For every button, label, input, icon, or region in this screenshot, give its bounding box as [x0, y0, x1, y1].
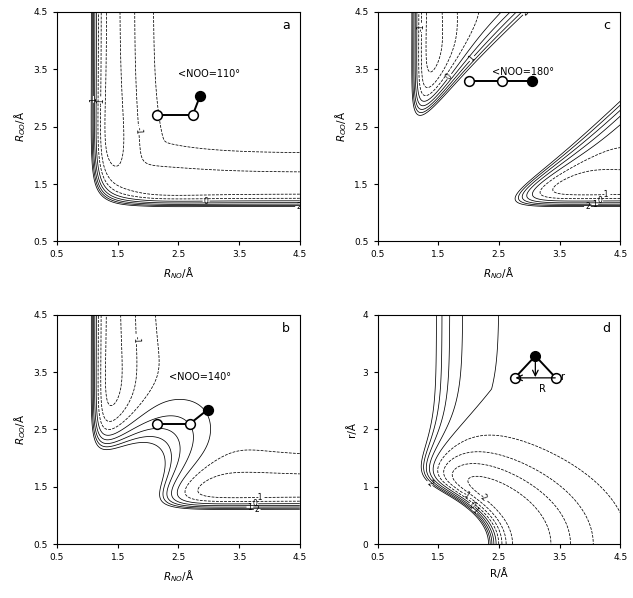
- Text: d: d: [603, 322, 611, 335]
- Text: 0: 0: [253, 499, 257, 508]
- Text: -1: -1: [256, 493, 263, 502]
- Y-axis label: $R_{OO}$/Å: $R_{OO}$/Å: [12, 111, 28, 142]
- Text: -2: -2: [478, 492, 489, 504]
- Text: -1: -1: [602, 190, 610, 199]
- Text: 2: 2: [255, 505, 260, 514]
- Text: 0: 0: [204, 197, 208, 206]
- Y-axis label: r/Å: r/Å: [346, 422, 357, 437]
- Text: 2: 2: [296, 202, 301, 211]
- Text: <NOO=110°: <NOO=110°: [179, 69, 241, 80]
- Text: c: c: [604, 19, 611, 32]
- Text: 0: 0: [444, 72, 454, 81]
- Text: 0: 0: [597, 197, 602, 206]
- Text: -1: -1: [461, 490, 472, 501]
- Text: -1: -1: [132, 335, 141, 343]
- X-axis label: R/Å: R/Å: [490, 568, 508, 579]
- X-axis label: $R_{NO}$/Å: $R_{NO}$/Å: [163, 568, 194, 584]
- Y-axis label: $R_{OO}$/Å: $R_{OO}$/Å: [12, 414, 28, 445]
- Text: 1: 1: [89, 97, 98, 102]
- Text: <NOO=180°: <NOO=180°: [492, 67, 554, 77]
- Text: -1: -1: [96, 97, 105, 105]
- Text: 2: 2: [585, 202, 590, 211]
- Text: a: a: [282, 19, 290, 32]
- Y-axis label: $R_{OO}$/Å: $R_{OO}$/Å: [333, 111, 349, 142]
- Text: 0: 0: [468, 500, 477, 510]
- X-axis label: $R_{NO}$/Å: $R_{NO}$/Å: [163, 265, 194, 280]
- Text: -1: -1: [134, 126, 144, 135]
- Text: 2: 2: [520, 8, 530, 17]
- Text: R: R: [539, 385, 546, 394]
- Text: 1: 1: [470, 506, 479, 515]
- Text: 2: 2: [425, 478, 435, 488]
- Text: b: b: [282, 322, 290, 335]
- Text: -1: -1: [417, 24, 426, 31]
- Text: 1: 1: [248, 502, 253, 511]
- Text: 1: 1: [592, 200, 597, 209]
- Text: <NOO=140°: <NOO=140°: [168, 372, 230, 382]
- Text: 1: 1: [467, 54, 477, 63]
- Text: r: r: [560, 371, 564, 382]
- X-axis label: $R_{NO}$/Å: $R_{NO}$/Å: [484, 265, 515, 280]
